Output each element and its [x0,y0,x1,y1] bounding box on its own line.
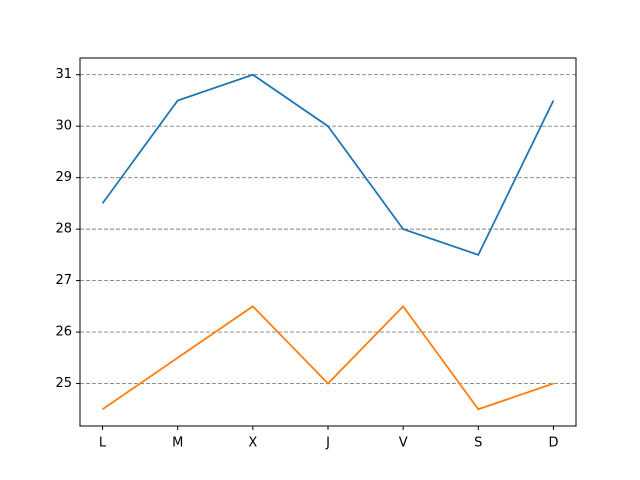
x-tick-label: M [172,436,183,451]
x-tick-label: D [548,436,558,451]
x-tick-label: X [248,436,257,451]
x-tick-label: V [399,436,408,451]
x-tick-label: S [474,436,482,451]
plot-frame [79,57,577,427]
y-tick-label: 25 [55,376,72,391]
line-series [101,73,555,256]
y-tick-label: 27 [55,273,72,288]
y-tick-label: 28 [55,222,72,237]
x-tick-label: L [99,436,107,451]
y-tick-label: 29 [55,170,72,185]
x-tick-label: J [325,436,330,451]
y-tick-label: 26 [55,325,72,340]
y-tick-label: 30 [55,119,72,134]
y-tick-label: 31 [55,67,72,82]
line-series [102,304,554,411]
